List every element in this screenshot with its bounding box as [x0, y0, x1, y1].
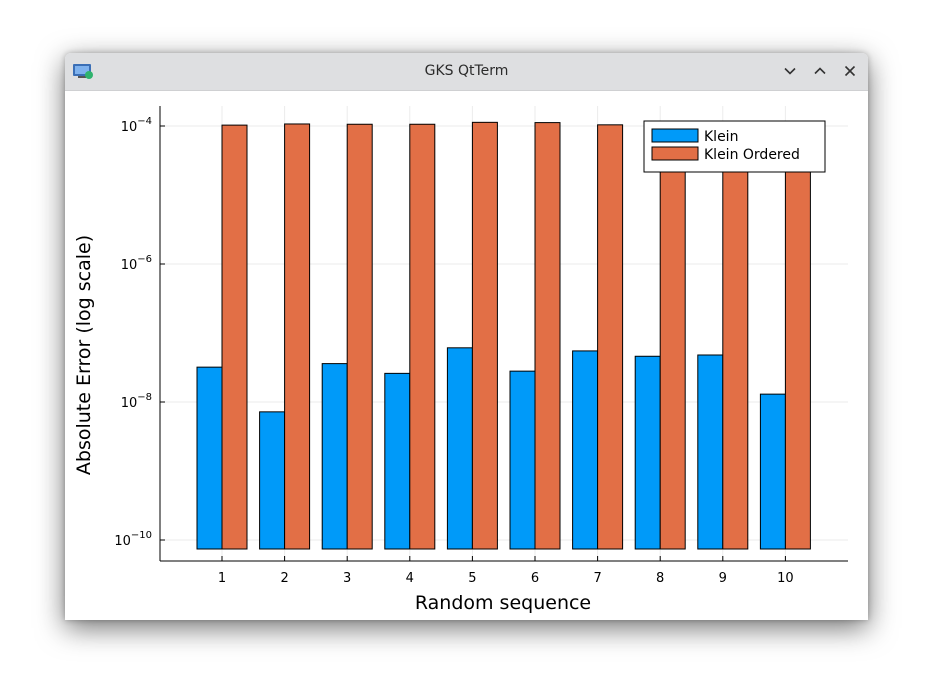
legend-swatch — [651, 146, 699, 161]
plot-window: GKS QtTerm 10−10 10−8 10−6 10−4 — [65, 53, 868, 620]
bar-klein-ordered-3 — [346, 123, 373, 550]
bar-klein-8 — [634, 355, 661, 550]
ticks: 10−10 10−8 10−6 10−4 1 2 3 4 5 6 7 8 9 10 — [114, 116, 793, 586]
bar-klein-5 — [446, 347, 473, 550]
x-tick-label: 8 — [656, 571, 664, 586]
minimize-icon — [784, 67, 796, 75]
y-tick-label: 10−4 — [121, 116, 152, 135]
x-tick-label: 5 — [468, 571, 476, 586]
y-tick-label: 10−6 — [121, 254, 152, 273]
maximize-button[interactable] — [810, 61, 830, 81]
window-title: GKS QtTerm — [424, 63, 509, 79]
legend-swatch — [651, 128, 699, 143]
x-tick-label: 1 — [218, 571, 226, 586]
bar-klein-ordered-1 — [221, 124, 248, 550]
app-icon — [73, 64, 93, 79]
bar-klein-6 — [509, 370, 536, 550]
bar-chart: 10−10 10−8 10−6 10−4 1 2 3 4 5 6 7 8 9 10 Random sequ… — [73, 106, 848, 614]
title-bar[interactable]: GKS QtTerm — [65, 53, 868, 91]
x-tick-label: 7 — [593, 571, 601, 586]
y-tick-label: 10−8 — [121, 392, 152, 411]
maximize-icon — [814, 67, 826, 75]
legend-label: Klein — [704, 129, 738, 145]
legend-label: Klein Ordered — [704, 147, 800, 163]
bar-klein-2 — [259, 411, 286, 550]
bar-klein-10 — [759, 393, 786, 550]
x-tick-label: 4 — [406, 571, 414, 586]
close-button[interactable] — [840, 61, 860, 81]
plot-area: 10−10 10−8 10−6 10−4 1 2 3 4 5 6 7 8 9 10 Random sequ… — [65, 91, 868, 620]
x-tick-label: 10 — [777, 571, 794, 586]
bar-klein-9 — [697, 354, 724, 550]
bar-klein-4 — [384, 372, 411, 550]
bar-klein-ordered-10 — [784, 124, 811, 550]
bar-klein-ordered-5 — [471, 121, 498, 550]
y-axis-label: Absolute Error (log scale) — [73, 235, 95, 475]
x-tick-label: 6 — [531, 571, 539, 586]
legend: Klein Klein Ordered — [643, 120, 826, 173]
x-tick-label: 9 — [719, 571, 727, 586]
bars — [196, 121, 811, 550]
bar-klein-1 — [196, 366, 223, 550]
bar-klein-ordered-6 — [534, 122, 561, 550]
bar-klein-ordered-2 — [284, 123, 311, 550]
minimize-button[interactable] — [780, 61, 800, 81]
bar-klein-ordered-9 — [722, 123, 749, 550]
close-icon — [844, 65, 856, 77]
y-tick-label: 10−10 — [114, 530, 152, 549]
bar-klein-ordered-8 — [659, 122, 686, 550]
x-axis-label: Random sequence — [415, 592, 591, 614]
bar-klein-3 — [321, 363, 348, 550]
x-tick-label: 3 — [343, 571, 351, 586]
bar-klein-7 — [572, 350, 599, 550]
bar-klein-ordered-7 — [597, 124, 624, 550]
axes — [159, 106, 848, 562]
x-tick-label: 2 — [280, 571, 288, 586]
bar-klein-ordered-4 — [409, 123, 436, 550]
